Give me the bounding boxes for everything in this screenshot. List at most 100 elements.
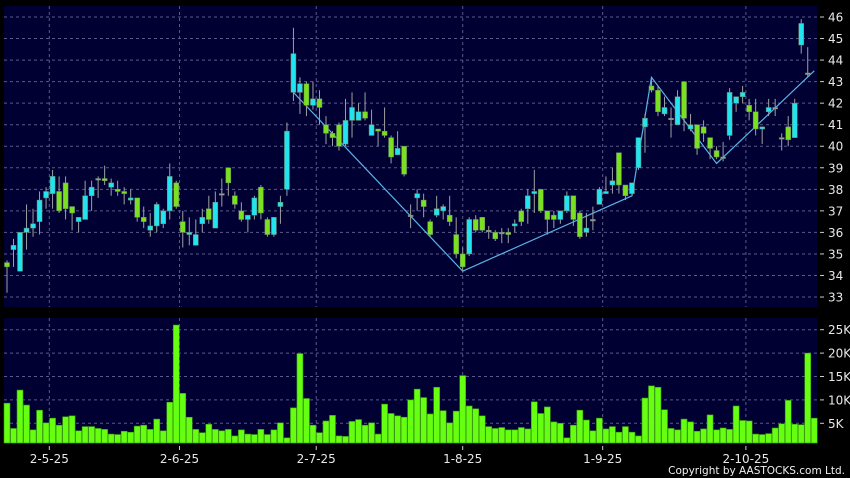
candle-body (726, 92, 733, 136)
candle-body (206, 208, 212, 220)
volume-bar (68, 415, 76, 444)
candle (258, 185, 264, 220)
volume-bar (452, 410, 460, 444)
candle (36, 191, 43, 235)
volume-bar (55, 424, 63, 444)
volume-bar (381, 403, 388, 444)
volume-bar (472, 408, 480, 444)
volume-bar (413, 388, 421, 444)
candle-body (681, 81, 687, 119)
price-axis: 33 34 35 36 37 38 39 40 41 42 43 44 45 46 (820, 11, 843, 305)
volume-bar (706, 414, 714, 444)
candle-body (355, 111, 362, 121)
candle (472, 215, 479, 233)
candle-body (538, 189, 544, 212)
candle (557, 210, 564, 224)
candle-body (485, 229, 492, 232)
volume-bar (622, 426, 629, 444)
candle (199, 208, 206, 233)
volume-bar (485, 426, 493, 444)
candle (694, 124, 700, 155)
candle-body (121, 191, 127, 194)
candle-body (440, 206, 446, 212)
volume-bar (765, 433, 772, 444)
volume-bar (615, 431, 623, 444)
candle (681, 81, 687, 132)
volume-bar (120, 430, 128, 444)
candle-body (453, 234, 459, 255)
volume-bar (570, 424, 577, 444)
candle-body (342, 120, 349, 145)
volume-bar (517, 427, 525, 444)
candle-body (225, 167, 232, 184)
price-panel (4, 6, 817, 307)
candle-body (759, 126, 765, 130)
candle (629, 182, 635, 196)
candle (759, 126, 765, 145)
candle-body (62, 182, 69, 209)
candle-body (251, 197, 258, 216)
candle-body (492, 232, 498, 240)
volume-bar (199, 432, 206, 444)
candle-body (219, 193, 225, 196)
candle (284, 122, 290, 196)
volume-bar (3, 402, 11, 444)
candle (140, 206, 147, 229)
volume-bar (10, 428, 17, 444)
volume-tick-label: 5K (828, 417, 845, 431)
volume-bar (368, 422, 375, 444)
candle (785, 116, 791, 147)
candle (56, 176, 62, 214)
candle (479, 217, 485, 233)
candle (446, 195, 453, 226)
volume-bar (303, 398, 310, 444)
volume-bar (114, 434, 121, 444)
volume-bar (732, 405, 740, 444)
volume-bar (290, 407, 297, 444)
candle (368, 109, 375, 136)
date-tick-label: 1-9-25 (583, 452, 622, 466)
candle (648, 77, 655, 93)
candle-body (336, 124, 342, 147)
candle (375, 128, 381, 147)
volume-bar (791, 423, 799, 444)
price-tick-label: 41 (828, 118, 843, 132)
candle-body (720, 156, 726, 159)
candle (238, 202, 245, 222)
candle-body (629, 182, 635, 194)
candle-body (69, 206, 75, 214)
price-tick-label: 39 (828, 161, 843, 175)
candle-body (153, 204, 160, 227)
price-tick-label: 44 (828, 54, 843, 68)
volume-bar (459, 375, 467, 444)
volume-bar (498, 427, 506, 444)
volume-bar (277, 422, 284, 444)
volume-bar (257, 429, 265, 444)
volume-bar (342, 436, 349, 444)
candle-body (661, 107, 668, 115)
volume-bar (172, 324, 180, 444)
candle (433, 195, 440, 218)
volume-bar (140, 424, 148, 444)
price-tick-label: 36 (828, 226, 843, 240)
candle-body (674, 96, 681, 125)
volume-axis: 5K 10K 15K 20K 25K (820, 323, 850, 431)
candle-body (264, 219, 271, 235)
volume-bar (166, 401, 174, 444)
volume-bar (635, 435, 642, 444)
candle (10, 238, 17, 267)
candles (4, 19, 811, 293)
volume-bar (81, 426, 89, 444)
candle (206, 195, 212, 224)
candle-body (583, 227, 590, 233)
candle (778, 133, 785, 151)
candle (485, 225, 492, 239)
candle-body (407, 214, 414, 217)
candle (505, 228, 512, 244)
candle (114, 180, 121, 196)
date-tick-label: 2-10-25 (722, 452, 769, 466)
volume-bar (491, 428, 499, 444)
trend-line (293, 70, 815, 272)
candle (212, 191, 219, 229)
